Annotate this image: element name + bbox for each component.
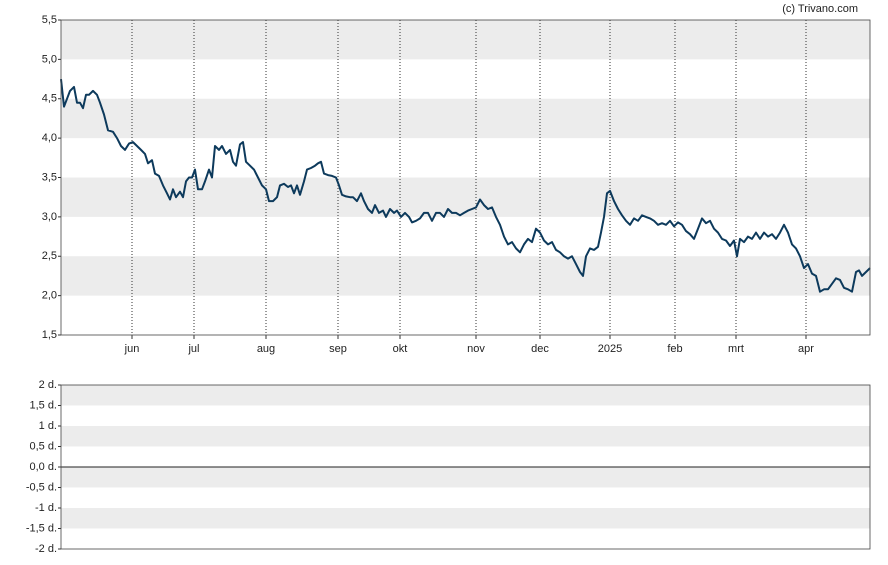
x-tick-label: sep [329, 343, 347, 355]
y-tick-label: 3,5 [42, 171, 57, 183]
plot-frame [60, 384, 871, 550]
y-tick-label: 1 d. [39, 420, 57, 432]
grid-band [61, 426, 870, 447]
grid-band [61, 177, 870, 217]
plot-frame [60, 19, 871, 336]
y-tick-label: 2,5 [42, 250, 57, 262]
y-tick-label: -1,5 d. [26, 522, 57, 534]
y-tick-label: 1,5 d. [29, 399, 57, 411]
grid-band [61, 98, 870, 139]
y-tick-label: 2,0 [42, 290, 57, 302]
x-tick-label: jul [187, 343, 199, 355]
y-tick-label: -2 d. [35, 543, 57, 555]
x-tick-label: okt [393, 343, 408, 355]
grid-band [61, 467, 870, 488]
y-tick-label: 0,5 d. [29, 440, 57, 452]
x-tick-label: 2025 [598, 343, 622, 355]
x-tick-label: feb [667, 343, 682, 355]
y-tick-label: -0,5 d. [26, 481, 57, 493]
price-line [60, 78, 871, 293]
grid-band [61, 256, 870, 296]
y-tick-label: 4,0 [42, 132, 57, 144]
grid-band [61, 385, 870, 406]
y-tick-label: 3,0 [42, 211, 57, 223]
credit: (c) Trivano.com [782, 3, 858, 15]
y-tick-label: -1 d. [35, 502, 57, 514]
y-tick-label: 0,0 d. [29, 461, 57, 473]
grid-band [61, 508, 870, 529]
y-tick-label: 5,5 [42, 14, 57, 26]
y-tick-label: 4,5 [42, 93, 57, 105]
y-tick-label: 2 d. [39, 379, 57, 391]
y-tick-label: 1,5 [42, 329, 57, 341]
x-tick-label: apr [798, 343, 814, 355]
y-tick-label: 5,0 [42, 53, 57, 65]
x-tick-label: jun [124, 343, 140, 355]
grid-band [61, 20, 870, 60]
x-tick-label: mrt [728, 343, 744, 355]
x-tick-label: nov [467, 343, 485, 355]
x-tick-label: dec [531, 343, 549, 355]
x-tick-label: aug [257, 343, 275, 355]
